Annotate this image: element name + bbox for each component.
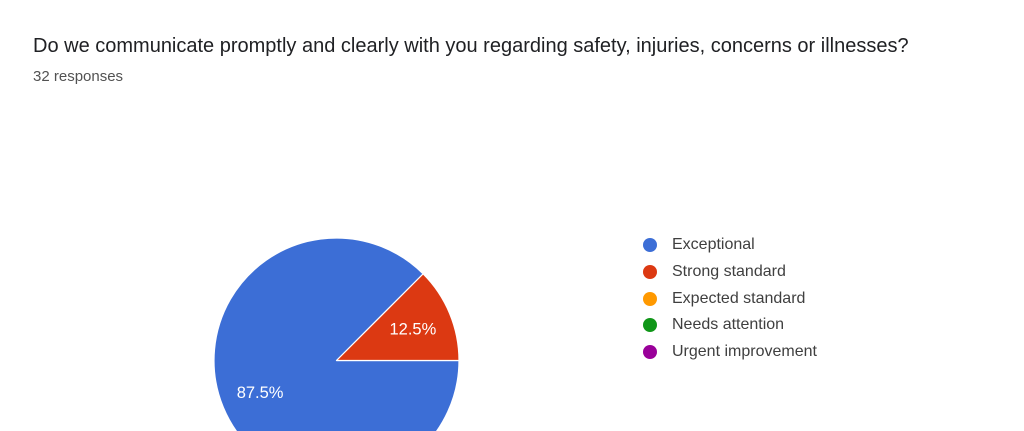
legend-item-strong-standard: Strong standard xyxy=(643,259,817,286)
legend-label: Needs attention xyxy=(672,316,785,334)
legend-swatch-icon xyxy=(643,238,657,253)
response-count: 32 responses xyxy=(33,68,124,85)
legend-label: Expected standard xyxy=(672,289,806,307)
legend-label: Strong standard xyxy=(672,263,786,281)
pie-chart-area: 87.5% 12.5% Exceptional Strong standard Exp… xyxy=(0,105,1024,431)
chart-legend: Exceptional Strong standard Expected stand… xyxy=(643,232,817,365)
legend-swatch-icon xyxy=(643,318,657,333)
legend-swatch-icon xyxy=(643,291,657,306)
legend-swatch-icon xyxy=(643,345,657,360)
legend-label: Urgent improvement xyxy=(672,343,817,361)
question-title: Do we communicate promptly and clearly w… xyxy=(33,35,909,57)
pie-slice-label: 87.5% xyxy=(237,384,284,402)
pie-slice-exceptional[interactable] xyxy=(213,237,460,431)
legend-swatch-icon xyxy=(643,265,657,280)
pie-slice-strong-standard[interactable] xyxy=(335,273,460,362)
legend-item-expected-standard: Expected standard xyxy=(643,285,817,312)
pie-slice-label: 12.5% xyxy=(390,321,437,339)
legend-item-urgent-improvement: Urgent improvement xyxy=(643,339,817,366)
pie-chart: 87.5% 12.5% xyxy=(213,237,460,431)
legend-item-needs-attention: Needs attention xyxy=(643,312,817,339)
legend-item-exceptional: Exceptional xyxy=(643,232,817,259)
legend-label: Exceptional xyxy=(672,236,755,254)
